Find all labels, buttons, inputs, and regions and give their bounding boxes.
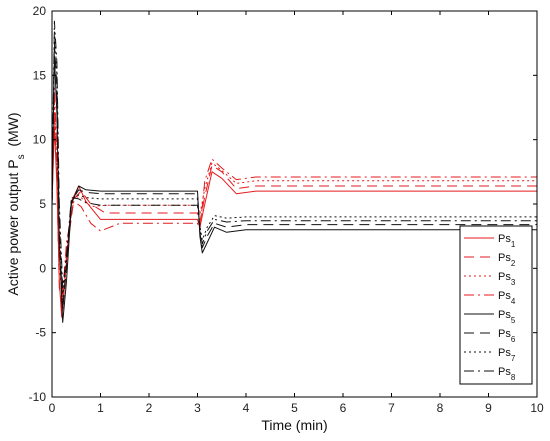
- legend-label-main: Ps: [498, 271, 511, 283]
- y-axis-title-unit: (MW): [5, 112, 21, 154]
- series-line-ps8: [51, 20, 537, 289]
- legend-label-sub: 2: [511, 259, 516, 268]
- x-tick-label: 4: [243, 401, 250, 415]
- legend-label-ps8: Ps8: [498, 366, 516, 382]
- legend-label-main: Ps: [498, 328, 511, 340]
- legend-label-sub: 3: [511, 278, 516, 287]
- x-axis-ticks: 0 1 2 3 4 5 6 7 8 9 10: [49, 11, 544, 415]
- legend-label-sub: 8: [511, 373, 516, 382]
- x-tick-label: 9: [485, 401, 492, 415]
- x-tick-label: 5: [291, 401, 298, 415]
- series-line-ps7: [51, 29, 537, 298]
- legend-label-ps5: Ps5: [498, 309, 516, 325]
- x-axis-title: Time (min): [261, 417, 327, 433]
- series-line-ps6: [51, 42, 537, 310]
- y-tick-label: 20: [33, 4, 47, 18]
- y-tick-label: 0: [39, 261, 46, 275]
- legend-label-ps7: Ps7: [498, 347, 516, 363]
- y-axis-title: Active power output Ps (MW): [5, 112, 27, 295]
- y-tick-label: 15: [33, 68, 47, 82]
- x-tick-label: 7: [388, 401, 395, 415]
- series-line-ps3: [51, 100, 537, 301]
- series-line-ps5: [51, 55, 537, 323]
- y-axis-title-main: Active power output P: [5, 159, 21, 295]
- y-tick-label: -10: [29, 390, 47, 404]
- y-tick-label: 10: [33, 133, 47, 147]
- legend-label-sub: 6: [511, 335, 516, 344]
- legend-box: [459, 225, 533, 385]
- legend-label-ps4: Ps4: [498, 290, 516, 306]
- legend-label-main: Ps: [498, 366, 511, 378]
- legend-label-sub: 4: [511, 297, 516, 306]
- legend-label-main: Ps: [498, 233, 511, 245]
- legend-label-main: Ps: [498, 309, 511, 321]
- y-tick-label: -5: [35, 326, 46, 340]
- series-layer: [51, 20, 537, 323]
- legend-label-main: Ps: [498, 347, 511, 359]
- legend-label-main: Ps: [498, 290, 511, 302]
- legend-label-sub: 5: [511, 316, 516, 325]
- x-tick-label: 2: [146, 401, 153, 415]
- x-tick-label: 3: [194, 401, 201, 415]
- x-tick-label: 8: [437, 401, 444, 415]
- x-tick-label: 1: [97, 401, 104, 415]
- legend-label-sub: 7: [511, 354, 516, 363]
- x-tick-label: 6: [340, 401, 347, 415]
- legend-label-ps3: Ps3: [498, 271, 516, 287]
- x-tick-label: 10: [530, 401, 544, 415]
- series-line-ps2: [51, 113, 537, 312]
- legend-label-sub: 1: [511, 240, 516, 249]
- y-tick-label: 5: [39, 197, 46, 211]
- y-axis-title-sub: s: [16, 154, 27, 159]
- legend-label-ps1: Ps1: [498, 233, 516, 249]
- x-tick-label: 0: [49, 401, 56, 415]
- legend-label-main: Ps: [498, 252, 511, 264]
- legend-label-ps2: Ps2: [498, 252, 516, 268]
- legend-label-ps6: Ps6: [498, 328, 516, 344]
